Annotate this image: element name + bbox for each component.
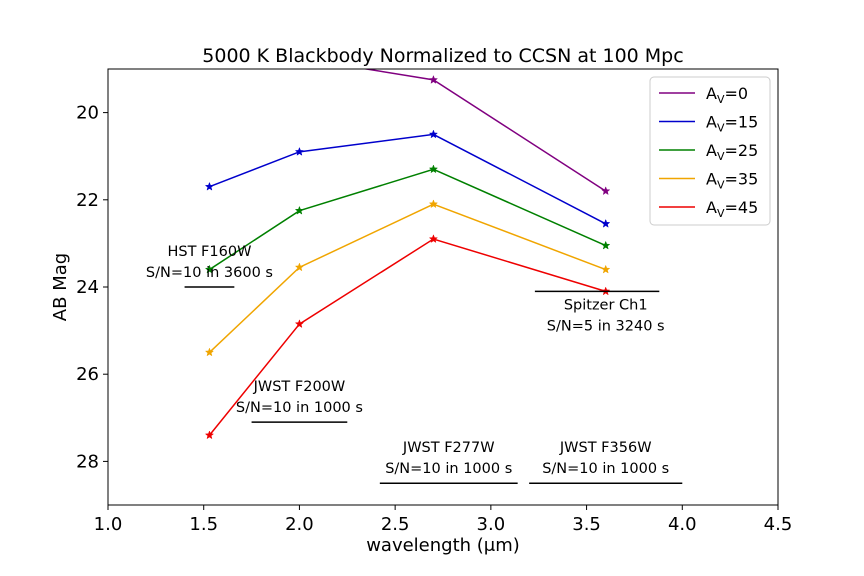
x-tick-label: 1.0 [94, 514, 123, 535]
annotation-4: JWST F356W S/N=10 in 1000 s [529, 440, 683, 484]
y-tick-label: 26 [76, 364, 99, 385]
data-point [294, 262, 305, 272]
data-point [428, 164, 439, 174]
annotation-3: JWST F277W S/N=10 in 1000 s [379, 440, 518, 484]
data-point [428, 75, 439, 84]
legend-box [649, 76, 771, 226]
data-point [204, 181, 215, 191]
x-tick-label: 2.5 [381, 514, 410, 535]
series-line [361, 69, 607, 192]
y-tick-label: 20 [76, 103, 99, 124]
annotation-instrument: JWST F356W [559, 440, 652, 456]
legend-item: AV=25 [659, 141, 758, 163]
data-point [601, 240, 611, 250]
series-line [208, 203, 606, 353]
y-axis-label: AB Mag [50, 253, 71, 321]
y-axis: 20 22 24 26 28 [76, 103, 108, 472]
data-point [294, 146, 305, 156]
y-tick-label: 28 [76, 451, 99, 472]
data-point [428, 234, 439, 244]
x-tick-label: 4.0 [668, 514, 697, 535]
data-point [428, 129, 439, 139]
legend-item: AV=35 [659, 170, 758, 192]
annotation-sensitivity: S/N=10 in 3600 s [146, 265, 273, 281]
legend-label: AV=35 [706, 170, 758, 192]
legend-item: AV=0 [659, 84, 748, 106]
legend-label: AV=25 [706, 141, 758, 163]
x-tick-label: 4.5 [764, 514, 793, 535]
annotation-sensitivity: S/N=5 in 3240 s [547, 318, 665, 334]
annotation-1: Spitzer Ch1 S/N=5 in 3240 s [534, 290, 665, 334]
annotation-instrument: JWST F200W [253, 379, 346, 395]
legend: AV=0 AV=15 AV=25 AV=35 AV=45 [649, 76, 771, 226]
annotation-sensitivity: S/N=10 in 1000 s [236, 400, 363, 416]
data-point [601, 186, 611, 196]
annotation-sensitivity: S/N=10 in 1000 s [385, 461, 512, 477]
series-0 [361, 69, 611, 196]
x-axis: 1.0 1.5 2.0 2.5 3.0 3.5 4.0 4.5 [94, 505, 793, 535]
data-point [601, 264, 611, 274]
y-tick-label: 24 [76, 277, 99, 298]
data-point [204, 430, 215, 440]
data-point [294, 205, 305, 215]
x-tick-label: 1.5 [189, 514, 218, 535]
x-tick-label: 3.5 [572, 514, 601, 535]
annotation-0: HST F160W S/N=10 in 3600 s [146, 244, 273, 288]
chart-title: 5000 K Blackbody Normalized to CCSN at 1… [202, 45, 683, 67]
x-axis-label: wavelength (μm) [366, 535, 520, 556]
series-line [208, 238, 606, 436]
annotation-layer: HST F160W S/N=10 in 3600 s Spitzer Ch1 S/N=… [146, 244, 683, 484]
legend-item: AV=15 [659, 113, 758, 135]
legend-label: AV=15 [706, 113, 758, 135]
annotation-instrument: Spitzer Ch1 [564, 297, 648, 313]
annotation-instrument: HST F160W [167, 244, 251, 260]
data-point [294, 319, 305, 329]
legend-label: AV=45 [706, 198, 758, 220]
data-point [601, 218, 611, 228]
data-point [204, 347, 215, 357]
annotation-instrument: JWST F277W [402, 440, 495, 456]
x-tick-label: 3.0 [477, 514, 506, 535]
annotation-sensitivity: S/N=10 in 1000 s [542, 461, 669, 477]
y-tick-label: 22 [76, 190, 99, 211]
legend-label: AV=0 [706, 84, 748, 106]
series-2 [204, 164, 611, 274]
series-layer [204, 69, 611, 440]
series-line [209, 168, 607, 271]
data-point [428, 199, 439, 209]
annotation-2: JWST F200W S/N=10 in 1000 s [236, 379, 363, 423]
data-point [204, 264, 215, 274]
legend-item: AV=45 [659, 198, 758, 220]
series-1 [204, 129, 611, 228]
series-line [209, 133, 607, 225]
x-tick-label: 2.0 [285, 514, 314, 535]
series-3 [204, 199, 611, 357]
